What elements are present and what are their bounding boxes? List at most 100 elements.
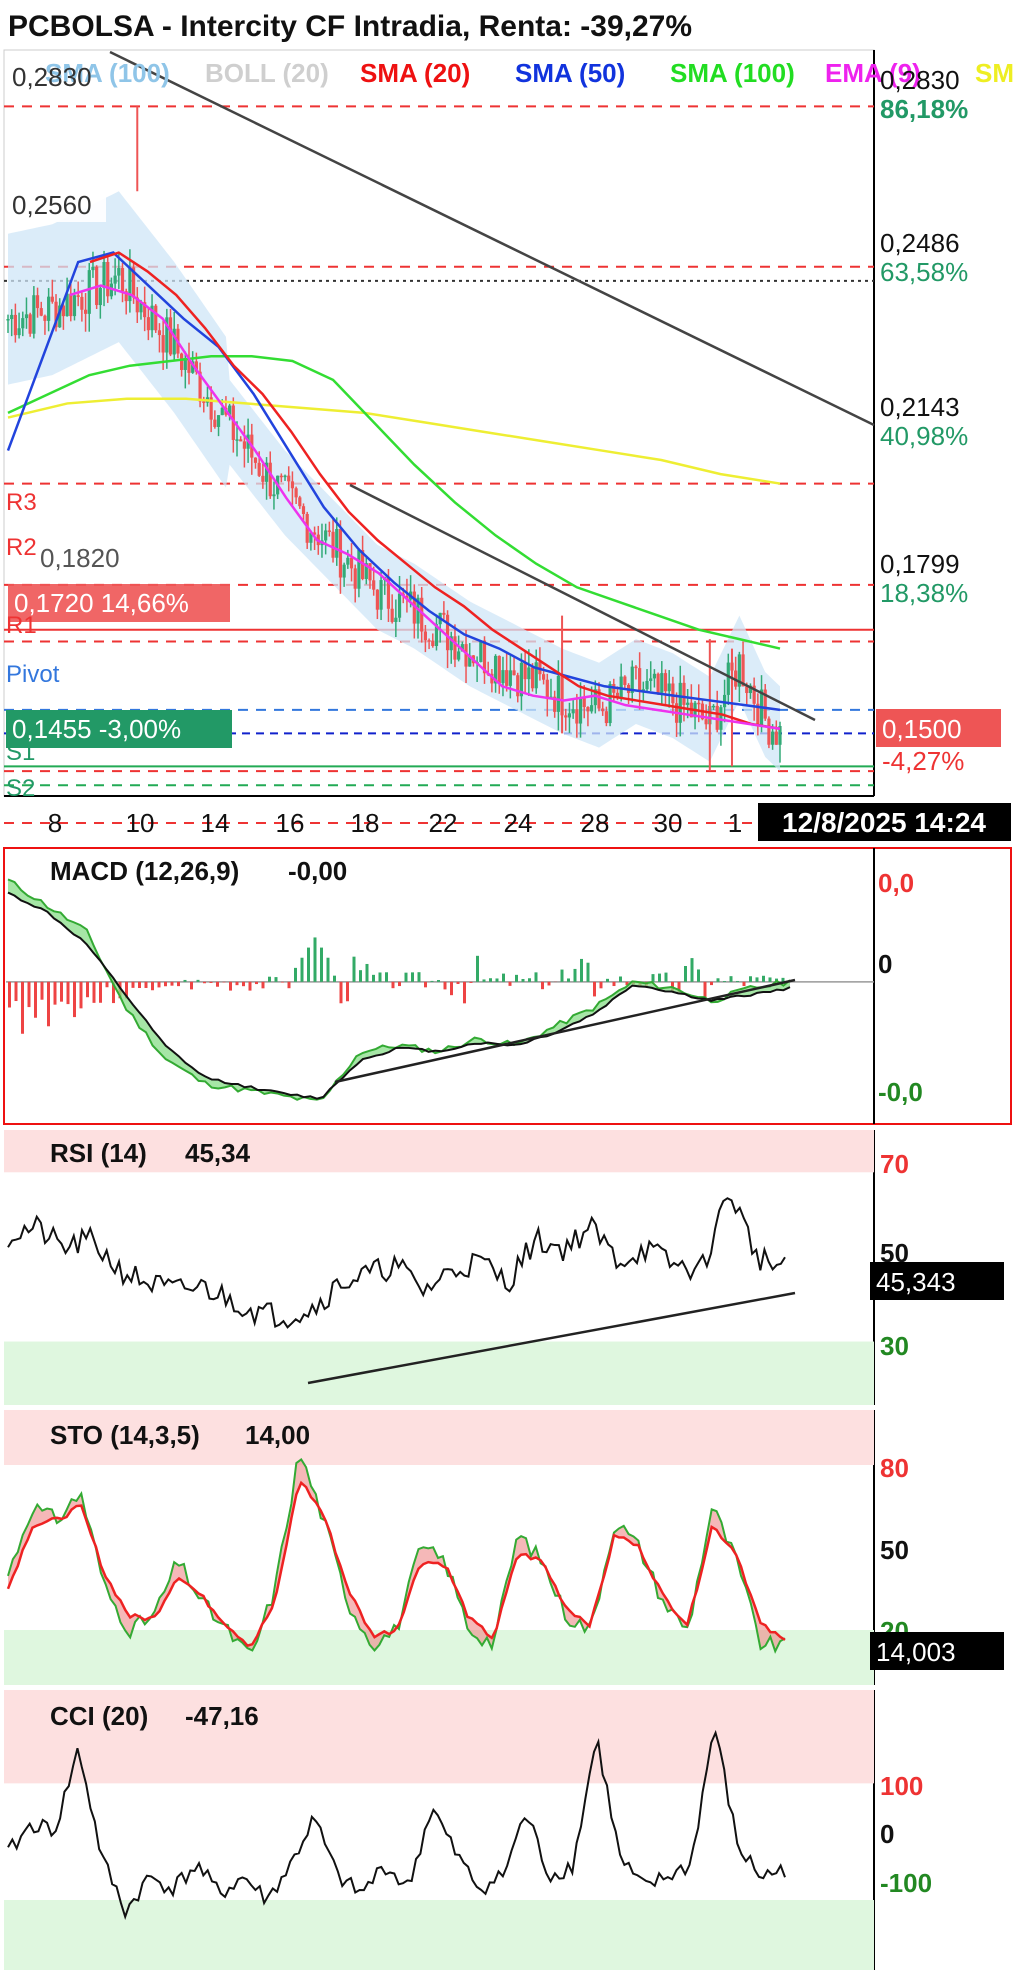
macd-histogram-bar [573, 968, 577, 982]
candle-body [567, 713, 572, 718]
candle-body [660, 673, 664, 693]
macd-histogram-bar [183, 979, 187, 982]
macd-histogram-bar [242, 981, 245, 987]
candle-body [427, 640, 431, 642]
candle-body [21, 318, 25, 329]
candle-body [61, 305, 66, 317]
candle-body [353, 568, 357, 589]
candle-body [453, 636, 457, 660]
macd-histogram-bar [164, 981, 167, 987]
macd-histogram-bar [762, 975, 765, 982]
macd-histogram-bar [47, 981, 50, 1027]
macd-histogram-bar [580, 958, 583, 982]
macd-pane[interactable]: MACD (12,26,9) -0,00 0,0 0 -0,0 [3, 847, 1012, 1125]
candle-body [213, 419, 217, 427]
price-pct-label: 40,98% [880, 421, 968, 451]
level-labels: 0,2830 0,2560 R3 R2 0,1820 0,1720 14,66%R1 Piv… [6, 62, 232, 802]
sto-title: STO (14,3,5) [50, 1420, 200, 1450]
macd-histogram-bar [690, 958, 694, 982]
candle-body [6, 319, 10, 321]
candle-body [261, 475, 265, 482]
candle-body [741, 654, 745, 687]
current-price-label: 0,1500 [882, 714, 962, 744]
candle-body [501, 670, 505, 684]
candle-body [645, 680, 649, 690]
chart-title: PCBOLSA - Intercity CF Intradia, Renta: … [8, 10, 692, 43]
macd-histogram-bar [203, 981, 206, 984]
candle-body [102, 261, 106, 288]
macd-histogram-bar [424, 981, 427, 988]
candle-body [312, 532, 317, 535]
candle-body [460, 644, 464, 652]
candle-body [28, 314, 32, 334]
candle-body [287, 475, 291, 482]
candle-body [346, 557, 350, 565]
macd-histogram-bar [66, 981, 70, 1005]
candle-body [43, 315, 47, 321]
candle-body [534, 662, 538, 689]
candle-body [120, 268, 125, 292]
candle-body [69, 293, 73, 317]
macd-histogram-bar [372, 974, 375, 982]
candle-body [575, 709, 579, 724]
macd-histogram-bar [469, 981, 473, 983]
candle-body [586, 707, 590, 712]
macd-histogram-bar [495, 978, 499, 982]
legend-item: SMA (20) [360, 58, 470, 88]
candle-body [763, 689, 767, 719]
candle-body [342, 564, 346, 578]
macd-histogram-bar [742, 981, 746, 987]
legend-item: SMA (50) [515, 58, 625, 88]
candle-body [667, 683, 671, 692]
macd-histogram-bar [612, 981, 616, 987]
candle-body [283, 475, 287, 478]
macd-histogram-bar [313, 937, 317, 982]
price-label: 0,1799 [880, 549, 960, 579]
macd-histogram-bar [346, 981, 349, 1002]
sto-d-line [6, 1480, 786, 1648]
cci-pane[interactable]: CCI (20) -47,16 100 0 -100 [4, 1690, 932, 1970]
price-pane[interactable]: SMA (100) BOLL (20) SMA (20) SMA (50) SMA (1… [3, 49, 1014, 824]
cci-axis-label: 0 [880, 1819, 894, 1849]
candle-body [379, 580, 383, 610]
candle-body [172, 328, 176, 355]
macd-histogram-bar [112, 981, 115, 1004]
candle-body [390, 608, 394, 622]
macd-histogram-bar [268, 976, 271, 982]
candle-body [143, 302, 147, 318]
macd-histogram-bar [359, 970, 362, 982]
candle-body [131, 267, 136, 298]
macd-histogram-bar [515, 974, 518, 982]
candle-body [161, 335, 165, 353]
candle-body [87, 270, 91, 314]
r3-label: R3 [6, 489, 37, 516]
candle-body [50, 296, 54, 302]
sto-overbought-zone [4, 1410, 874, 1465]
candle-body [301, 506, 306, 515]
candle-body [737, 654, 741, 687]
candle-body [556, 675, 560, 712]
price-label: 0,2486 [880, 228, 960, 258]
sto-readout: 14,003 [876, 1637, 956, 1667]
sma50-line [6, 251, 781, 712]
macd-histogram-bar [300, 957, 304, 982]
macd-histogram-bar [567, 978, 570, 982]
candle-body [553, 696, 557, 712]
macd-histogram-bar [528, 978, 531, 982]
macd-histogram-bar [684, 965, 687, 982]
candle-body [349, 557, 354, 569]
macd-histogram-bar [235, 981, 239, 986]
trendlines [109, 50, 875, 722]
candle-body [294, 488, 298, 498]
candle-body [630, 666, 634, 693]
macd-histogram-bar [677, 981, 681, 993]
cci-title: CCI (20) [50, 1701, 148, 1731]
macd-histogram-bar [463, 981, 466, 1004]
candle-body [331, 531, 335, 558]
tag2-label: 0,1455 -3,00% [12, 714, 181, 744]
candle-body [65, 293, 69, 317]
